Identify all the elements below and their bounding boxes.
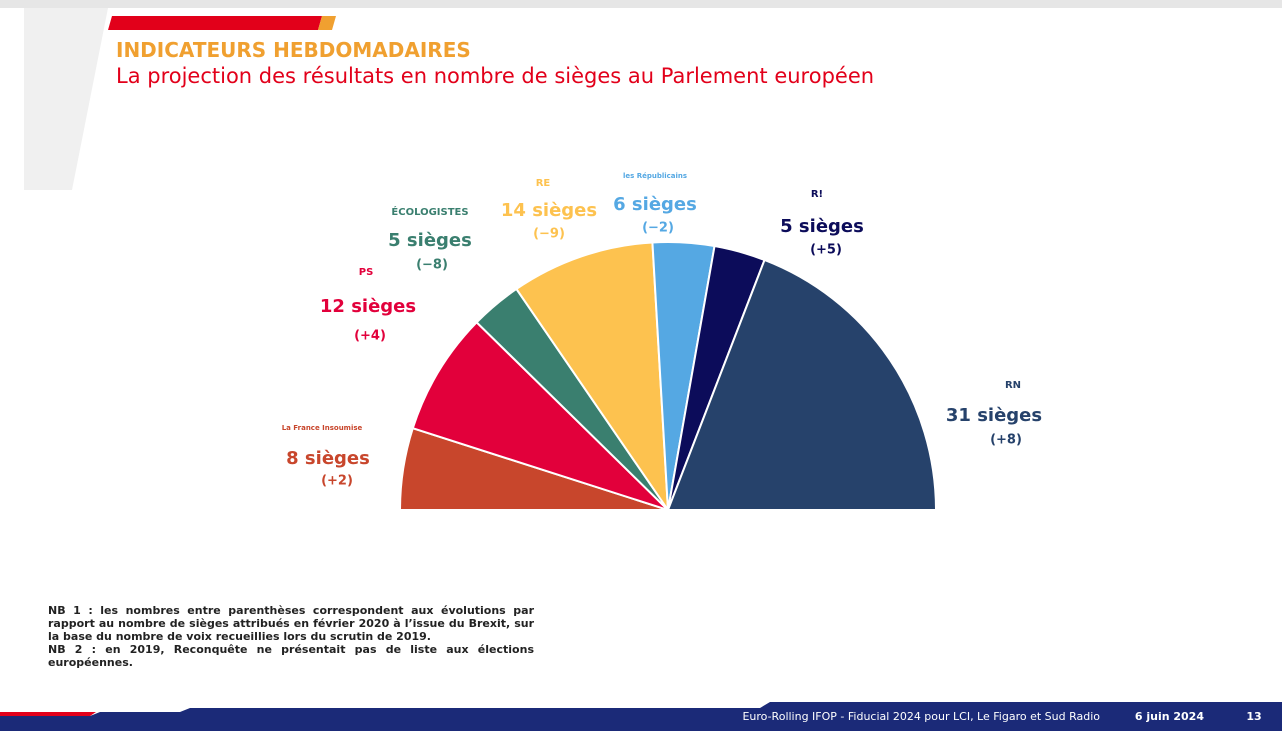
decor-red bbox=[108, 16, 322, 30]
value-label: 8 sièges bbox=[286, 448, 370, 469]
note: NB 1 : les nombres entre parenthèses cor… bbox=[48, 604, 534, 643]
footer-band bbox=[0, 702, 1282, 731]
party-logo: PS bbox=[359, 267, 374, 278]
note: NB 2 : en 2019, Reconquête ne présentait… bbox=[48, 643, 534, 669]
value-label: 12 sièges bbox=[320, 296, 416, 317]
change-label: (+8) bbox=[990, 433, 1022, 448]
party-logo: R! bbox=[811, 189, 823, 200]
party-logo: les Républicains bbox=[623, 172, 687, 180]
value-label: 6 sièges bbox=[613, 194, 697, 215]
party-logo: La France Insoumise bbox=[282, 424, 363, 432]
change-label: (−8) bbox=[416, 258, 448, 273]
notes: NB 1 : les nombres entre parenthèses cor… bbox=[48, 604, 534, 669]
change-label: (+5) bbox=[810, 243, 842, 258]
change-label: (−2) bbox=[642, 221, 674, 236]
party-logo: ÉCOLOGISTES bbox=[391, 205, 468, 218]
footer-stripe bbox=[0, 712, 96, 716]
value-label: 31 sièges bbox=[946, 405, 1042, 426]
value-label: 5 sièges bbox=[388, 230, 472, 251]
value-label: 5 sièges bbox=[780, 216, 864, 237]
decor bbox=[24, 8, 108, 190]
wedge bbox=[515, 241, 670, 514]
title: INDICATEURS HEBDOMADAIRES bbox=[116, 38, 471, 62]
change-label: (−9) bbox=[533, 227, 565, 242]
page-number: 13 bbox=[1246, 710, 1261, 723]
footer-source: Euro-Rolling IFOP - Fiducial 2024 pour L… bbox=[742, 710, 1100, 723]
change-label: (+2) bbox=[321, 474, 353, 489]
footer-date: 6 juin 2024 bbox=[1135, 710, 1204, 723]
party-logo: RN bbox=[1005, 380, 1021, 391]
decor-orange bbox=[318, 16, 336, 30]
subtitle: La projection des résultats en nombre de… bbox=[116, 64, 875, 88]
value-label: 14 sièges bbox=[501, 200, 597, 221]
top-border bbox=[0, 0, 1282, 8]
wedge bbox=[411, 320, 669, 511]
change-label: (+4) bbox=[354, 329, 386, 344]
wedge bbox=[666, 258, 938, 511]
party-logo: RE bbox=[536, 178, 551, 189]
